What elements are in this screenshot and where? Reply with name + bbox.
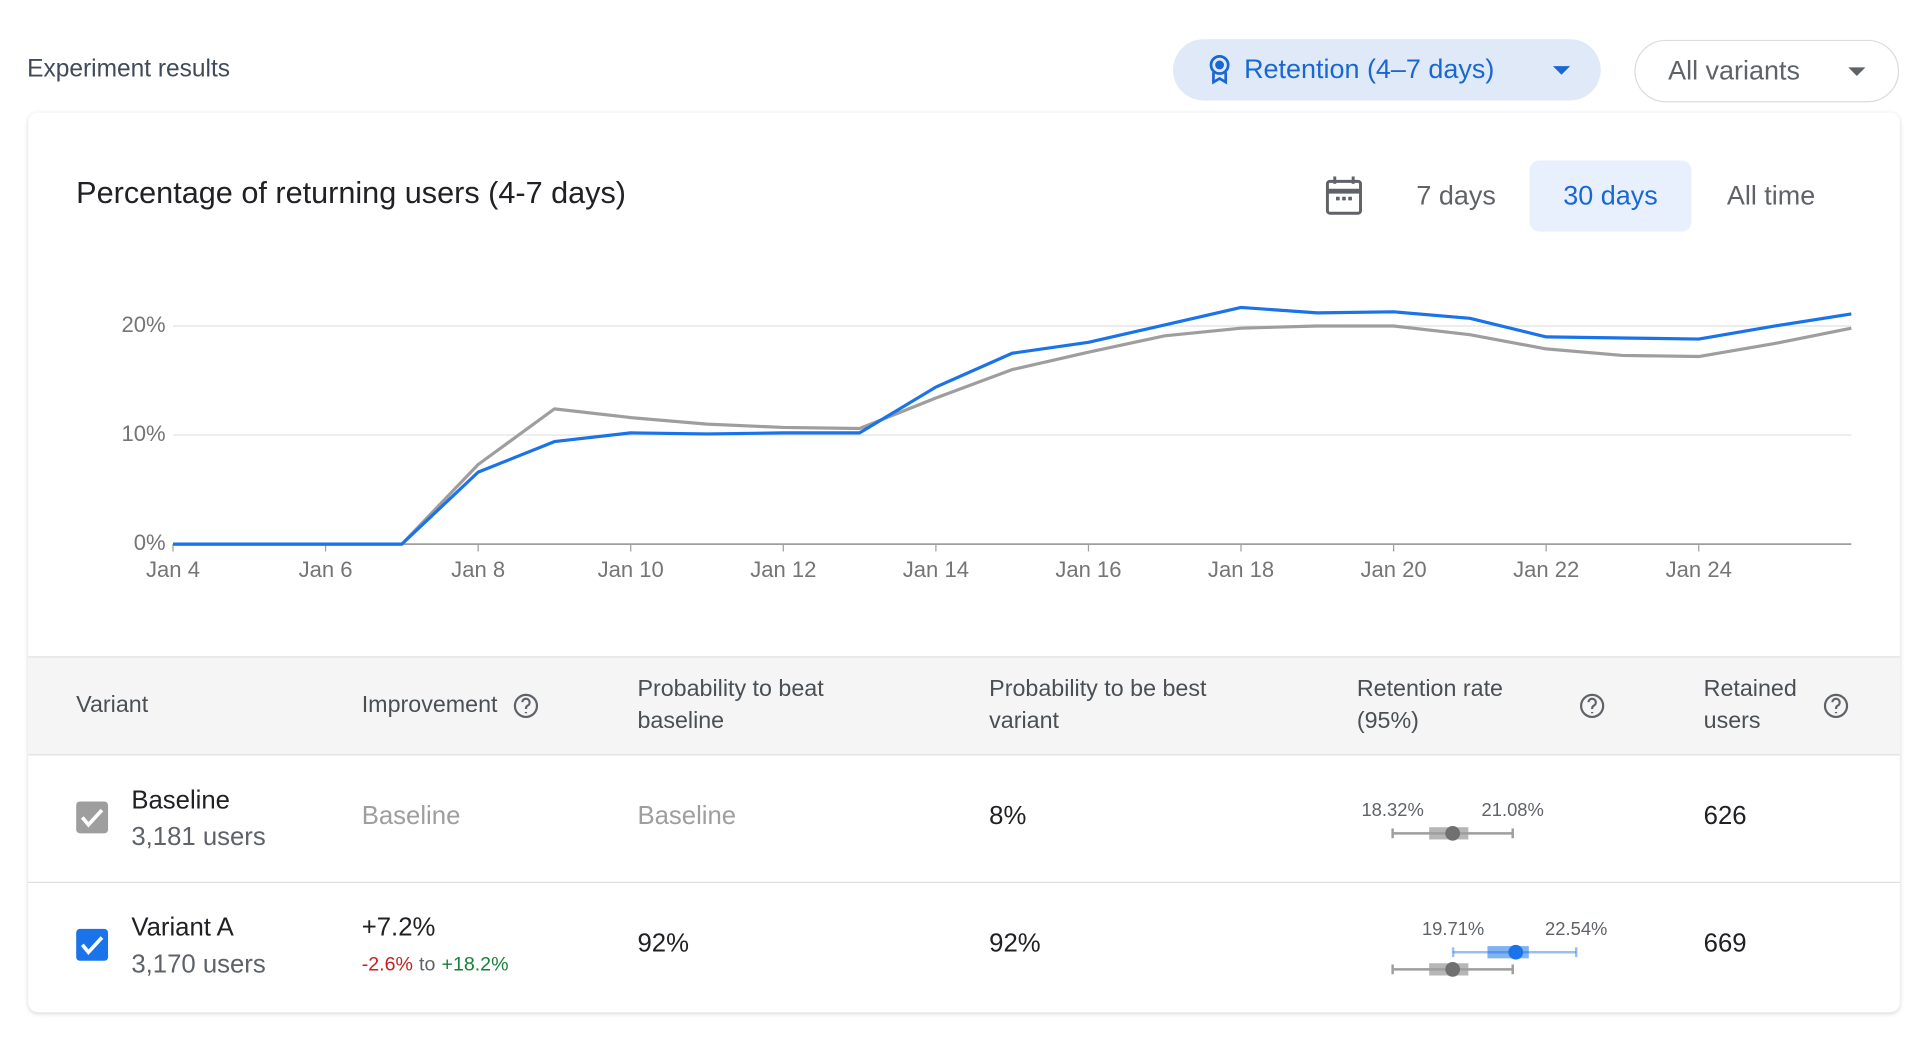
variant-users: 3,181 users [131, 823, 265, 851]
caret [1848, 67, 1866, 76]
metric-icon [1209, 55, 1230, 85]
series-line [173, 324, 1852, 546]
column-header: Retention rate [1357, 675, 1503, 701]
ci-low: 19.71% [1422, 918, 1484, 939]
help-icons[interactable] [513, 693, 1849, 719]
x-tick-label: Jan 22 [1513, 557, 1579, 582]
checkbox-box[interactable] [76, 801, 109, 834]
improvement-range-part: to [419, 954, 435, 976]
ci-low: 18.32% [1361, 799, 1423, 820]
range-buttons: 7 days 30 days All time [1416, 160, 1815, 232]
y-tick-label: 0% [134, 530, 166, 555]
retained: 626 [1704, 802, 1747, 830]
ci-point [1445, 962, 1461, 977]
column-header: variant [989, 707, 1059, 733]
variant-name: Baseline [131, 786, 230, 814]
column-header: (95%) [1357, 707, 1419, 733]
column-header: users [1704, 707, 1761, 733]
variant-users: 3,170 users [131, 950, 265, 978]
table-header-bg [28, 656, 1900, 755]
variants-dropdown[interactable]: All variants [1634, 39, 1900, 103]
series-line [173, 305, 1852, 546]
x-tick-label: Jan 14 [903, 557, 969, 582]
variant-name: Variant A [131, 914, 234, 942]
checkbox-box[interactable] [76, 928, 109, 961]
ci-point [1508, 944, 1524, 960]
checkmark[interactable] [80, 936, 104, 956]
x-tick-label: Jan 4 [146, 557, 200, 582]
prob-beat: Baseline [637, 802, 736, 830]
checkmark[interactable] [80, 808, 104, 828]
improvement-range-part: -2.6% [362, 954, 413, 976]
improvement-range: -2.6% to +18.2% [362, 954, 509, 976]
column-header: Probability to be best [989, 675, 1207, 701]
column-header: Retained [1704, 675, 1797, 701]
prob-beat: 92% [637, 930, 688, 958]
range-button[interactable]: 7 days [1416, 180, 1495, 210]
metric-label[interactable]: Retention (4–7 days) [1244, 54, 1494, 84]
x-tick-label: Jan 10 [598, 557, 664, 582]
variants-label[interactable]: All variants [1668, 55, 1800, 85]
prob-best: 8% [989, 802, 1026, 830]
column-header: Variant [76, 691, 149, 717]
ci-high: 22.54% [1545, 918, 1607, 939]
table: Variant Improvement Probability to beat bas… [76, 675, 1797, 978]
card [28, 112, 1900, 1013]
range-button[interactable]: All time [1727, 180, 1815, 210]
prob-best: 92% [989, 930, 1040, 958]
metric-dropdown-bg[interactable] [1173, 39, 1601, 101]
metric-dropdown[interactable]: Retention (4–7 days) [1173, 39, 1601, 101]
improvement-range-part: +18.2% [442, 954, 509, 976]
chart: 0% 10% 20% Jan 4 Jan 6 Jan 8 Jan 10 Jan 12 Jan 1… [122, 305, 1852, 582]
x-tick-label: Jan 6 [299, 557, 353, 582]
x-tick-label: Jan 20 [1361, 557, 1427, 582]
x-tick-label: Jan 18 [1208, 557, 1274, 582]
x-tick-label: Jan 12 [750, 557, 816, 582]
range-button-bg[interactable] [1529, 160, 1692, 232]
chart-title: Percentage of returning users (4-7 days) [76, 176, 626, 210]
y-tick-label: 10% [122, 421, 166, 446]
x-tick-label: Jan 16 [1055, 557, 1121, 582]
calendar-icon[interactable] [1325, 176, 1362, 215]
checkbox[interactable] [76, 928, 109, 961]
checkbox[interactable] [76, 801, 109, 834]
variants-dropdown-bg[interactable] [1634, 39, 1900, 103]
range-button[interactable]: 30 days [1563, 180, 1657, 210]
retained: 669 [1704, 930, 1747, 958]
ci-point [1445, 825, 1461, 841]
ci-high: 21.08% [1482, 799, 1544, 820]
improvement: +7.2% [362, 914, 436, 942]
column-header: Improvement [362, 691, 498, 717]
caret [1552, 66, 1571, 75]
column-header: baseline [637, 707, 724, 733]
column-header: Probability to beat [637, 675, 824, 701]
y-tick-label: 20% [122, 312, 166, 337]
x-tick-label: Jan 24 [1666, 557, 1732, 582]
improvement: Baseline [362, 802, 461, 830]
page-title: Experiment results [27, 55, 230, 82]
x-tick-label: Jan 8 [451, 557, 505, 582]
